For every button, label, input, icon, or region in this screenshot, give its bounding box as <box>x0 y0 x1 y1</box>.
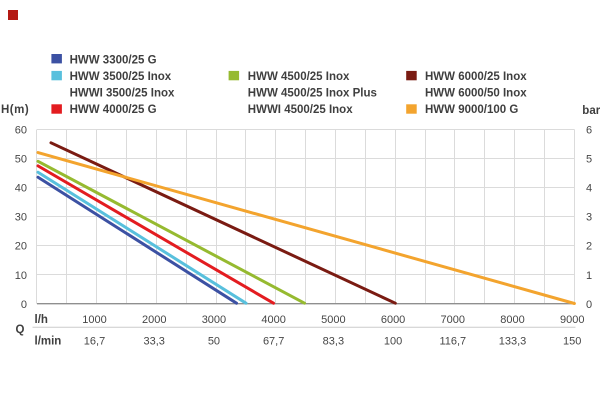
svg-text:16,7: 16,7 <box>84 336 105 348</box>
svg-text:100: 100 <box>384 336 402 348</box>
svg-text:HWW 3500/25 Inox: HWW 3500/25 Inox <box>70 71 172 83</box>
svg-text:HWW 3300/25 G: HWW 3300/25 G <box>70 55 157 67</box>
svg-text:150: 150 <box>563 336 581 348</box>
svg-text:HWW 6000/50 Inox: HWW 6000/50 Inox <box>425 88 527 100</box>
svg-text:HWW 6000/25 Inox: HWW 6000/25 Inox <box>425 71 527 83</box>
svg-text:6: 6 <box>586 125 592 137</box>
svg-text:133,3: 133,3 <box>499 336 527 348</box>
svg-text:HWWI 4500/25 Inox: HWWI 4500/25 Inox <box>248 104 353 116</box>
svg-text:l/h: l/h <box>35 314 48 326</box>
svg-text:l/min: l/min <box>35 336 62 348</box>
svg-text:116,7: 116,7 <box>439 336 466 348</box>
svg-text:5000: 5000 <box>321 314 345 326</box>
svg-text:2000: 2000 <box>142 314 166 326</box>
svg-text:0: 0 <box>586 299 592 311</box>
svg-text:1000: 1000 <box>82 314 106 326</box>
svg-text:0: 0 <box>21 299 27 311</box>
svg-text:bar: bar <box>582 105 600 117</box>
svg-text:3000: 3000 <box>202 314 226 326</box>
svg-text:4000: 4000 <box>261 314 285 326</box>
svg-text:HWWI 3500/25 Inox: HWWI 3500/25 Inox <box>70 88 175 100</box>
svg-text:50: 50 <box>208 336 220 348</box>
svg-text:7000: 7000 <box>441 314 465 326</box>
svg-text:H(m): H(m) <box>1 104 29 116</box>
svg-text:1: 1 <box>586 270 592 282</box>
svg-text:33,3: 33,3 <box>144 336 165 348</box>
svg-text:10: 10 <box>15 270 27 282</box>
svg-text:8000: 8000 <box>500 314 524 326</box>
svg-text:83,3: 83,3 <box>323 336 344 348</box>
svg-text:30: 30 <box>15 212 27 224</box>
svg-text:60: 60 <box>15 125 27 137</box>
svg-text:40: 40 <box>15 183 27 195</box>
svg-text:2: 2 <box>586 241 592 253</box>
svg-text:3: 3 <box>586 212 592 224</box>
svg-text:20: 20 <box>15 241 27 253</box>
svg-text:HWW 4500/25 Inox: HWW 4500/25 Inox <box>248 71 350 83</box>
svg-text:HWW 4500/25 Inox Plus: HWW 4500/25 Inox Plus <box>248 88 377 100</box>
svg-text:HWW 4000/25 G: HWW 4000/25 G <box>70 104 157 116</box>
svg-text:4: 4 <box>586 183 592 195</box>
svg-text:9000: 9000 <box>560 314 584 326</box>
svg-text:HWW 9000/100 G: HWW 9000/100 G <box>425 104 518 116</box>
svg-text:Q: Q <box>16 324 25 336</box>
svg-text:67,7: 67,7 <box>263 336 284 348</box>
svg-text:6000: 6000 <box>381 314 405 326</box>
svg-text:50: 50 <box>15 154 27 166</box>
svg-text:5: 5 <box>586 154 592 166</box>
